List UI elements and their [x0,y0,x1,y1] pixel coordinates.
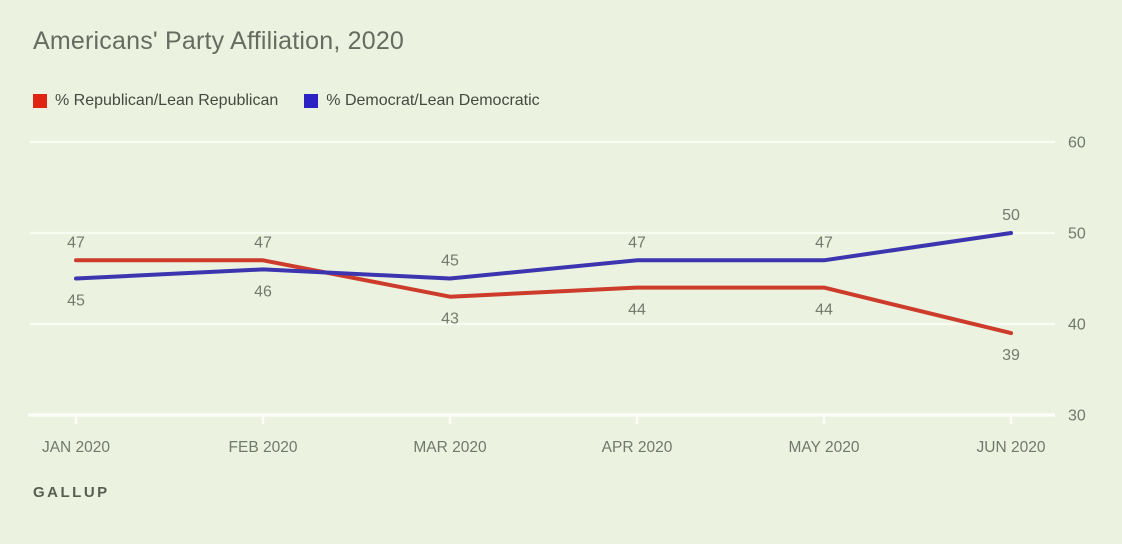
data-label-s1-4: 47 [815,234,833,251]
chart-title: Americans' Party Affiliation, 2020 [33,27,405,55]
data-label-s1-2: 45 [441,253,459,270]
x-axis-label-1: FEB 2020 [229,439,298,456]
y-axis-label-50: 50 [1068,226,1086,243]
data-label-s1-3: 47 [628,234,646,251]
series-line-1 [74,231,1013,281]
data-label-s0-4: 44 [815,302,833,319]
x-axis-label-5: JUN 2020 [977,439,1046,456]
y-axis-label-30: 30 [1068,408,1086,425]
data-label-s0-2: 43 [441,311,459,328]
data-label-s0-3: 44 [628,302,646,319]
x-axis-label-0: JAN 2020 [42,439,110,456]
source-label: GALLUP [33,484,110,501]
y-axis-label-40: 40 [1068,317,1086,334]
republican-swatch-icon [33,94,47,108]
data-label-s0-5: 39 [1002,347,1020,364]
legend-item-democrat: % Democrat/Lean Democratic [304,92,540,110]
democrat-swatch-icon [304,94,319,108]
data-label-s0-0: 47 [67,234,85,251]
legend-label-democrat: % Democrat/Lean Democratic [326,92,540,109]
data-label-s1-0: 45 [67,293,85,310]
x-axis-label-4: MAY 2020 [789,439,860,456]
legend-item-republican: % Republican/Lean Republican [33,92,278,110]
y-axis-label-60: 60 [1068,135,1086,152]
x-axis-label-3: APR 2020 [602,439,673,456]
data-label-s0-1: 47 [254,234,272,251]
data-label-s1-5: 50 [1002,207,1020,224]
legend-label-republican: % Republican/Lean Republican [55,92,279,109]
data-label-s1-1: 46 [254,283,272,300]
series-line-0 [74,258,1013,336]
x-axis-label-2: MAR 2020 [413,439,487,456]
legend: % Republican/Lean Republican % Democrat/… [33,92,566,110]
